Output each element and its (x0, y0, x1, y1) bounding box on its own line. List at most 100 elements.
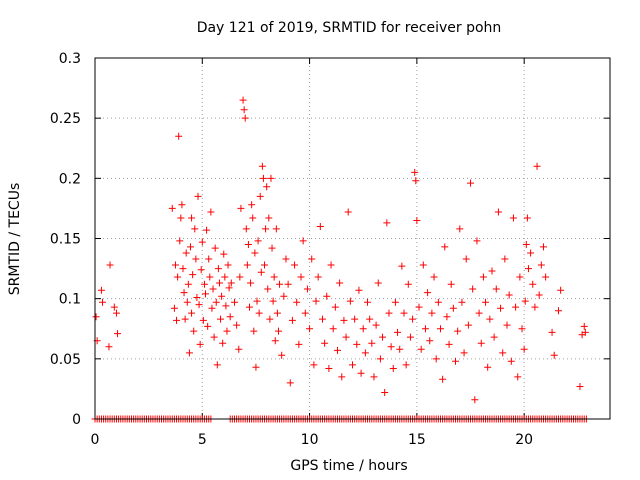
data-point (336, 279, 344, 287)
data-point (486, 315, 494, 323)
data-point (282, 255, 290, 263)
data-point (460, 349, 468, 357)
data-point (254, 237, 262, 245)
data-point (204, 322, 212, 330)
data-point (196, 340, 204, 348)
data-point (524, 265, 532, 273)
data-point (105, 343, 113, 351)
data-point (200, 280, 208, 288)
y-tick-label: 0.1 (59, 292, 81, 308)
x-tick-label: 20 (515, 432, 533, 448)
data-point (417, 345, 425, 353)
data-point (458, 298, 466, 306)
data-point (237, 204, 245, 212)
data-point (338, 373, 346, 381)
data-point (202, 290, 210, 298)
data-point (576, 383, 584, 391)
data-point (220, 250, 228, 258)
data-point (235, 345, 243, 353)
y-tick-label: 0 (72, 412, 81, 428)
x-tick-labels: 0 5 10 15 20 (91, 432, 534, 448)
data-point (346, 297, 354, 305)
data-point (210, 333, 218, 341)
data-point (262, 225, 270, 233)
data-point (208, 304, 216, 312)
data-point (188, 214, 196, 222)
data-point (215, 279, 223, 287)
data-point (230, 298, 238, 306)
data-point (209, 285, 217, 293)
data-point (548, 328, 556, 336)
data-point (199, 316, 207, 324)
data-point (555, 307, 562, 315)
data-point (439, 375, 447, 383)
data-point (218, 292, 226, 300)
data-point (312, 297, 320, 305)
data-point (520, 345, 528, 353)
y-tick-label: 0.2 (59, 171, 81, 187)
data-point (291, 261, 299, 269)
data-point (174, 273, 182, 281)
data-point (434, 298, 442, 306)
data-point (531, 303, 539, 311)
data-point (183, 298, 191, 306)
data-point (462, 255, 470, 263)
x-tick-label: 5 (198, 432, 207, 448)
data-point (314, 273, 322, 281)
data-point (214, 265, 222, 273)
y-axis-label: SRMTID / TECUs (7, 183, 23, 296)
data-point (436, 325, 444, 333)
data-point (383, 219, 391, 227)
data-point (381, 389, 389, 397)
data-point (284, 280, 292, 288)
data-point (258, 162, 266, 170)
data-point (499, 349, 507, 357)
data-point (521, 297, 529, 305)
data-point (501, 255, 509, 263)
data-point (239, 96, 247, 104)
data-point (303, 285, 311, 293)
data-point (523, 214, 531, 222)
data-point (387, 343, 395, 351)
data-point (323, 292, 331, 300)
data-point (253, 297, 261, 305)
data-point (223, 327, 231, 335)
data-point (176, 237, 184, 245)
data-point (385, 309, 393, 317)
data-point (428, 309, 436, 317)
data-point (297, 273, 305, 281)
data-point (114, 330, 122, 338)
data-point (376, 355, 384, 363)
x-tick-label: 10 (301, 432, 319, 448)
data-point (351, 315, 359, 323)
data-point (321, 339, 329, 347)
data-point (509, 214, 517, 222)
data-point (227, 279, 235, 287)
data-point (542, 273, 550, 281)
data-point (299, 237, 307, 245)
data-point (288, 316, 296, 324)
y-tick-label: 0.05 (50, 352, 81, 368)
x-axis-label: GPS time / hours (290, 458, 407, 474)
data-point (177, 214, 185, 222)
data-point (412, 177, 420, 185)
data-point (184, 280, 192, 288)
data-point (273, 309, 281, 317)
data-point (484, 363, 492, 371)
data-point (306, 325, 314, 333)
data-point (449, 304, 457, 312)
data-point (318, 315, 326, 323)
data-point (527, 249, 535, 257)
data-point (92, 313, 100, 321)
data-point (99, 298, 107, 306)
data-point (316, 222, 324, 230)
data-point (112, 309, 120, 317)
data-point (507, 357, 515, 365)
data-point (185, 349, 193, 357)
data-point (198, 238, 206, 246)
data-point (539, 243, 547, 251)
data-point (353, 340, 361, 348)
data-point (194, 192, 202, 200)
data-point (219, 339, 227, 347)
data-point (242, 225, 250, 233)
